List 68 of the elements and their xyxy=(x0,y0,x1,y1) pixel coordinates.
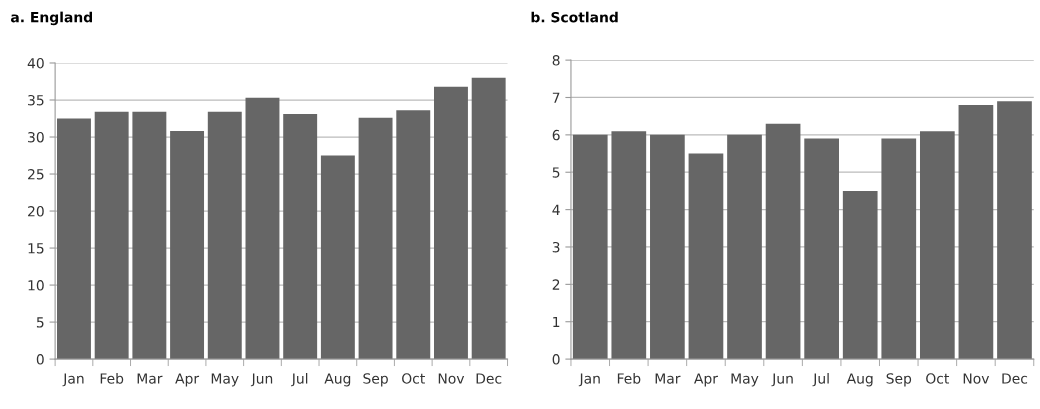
y-tick-label: 15 xyxy=(28,243,44,254)
bar xyxy=(320,155,355,360)
x-tick-label: May xyxy=(731,373,759,387)
y-tick-label: 25 xyxy=(28,169,44,180)
y-tick-label: 5 xyxy=(36,317,44,328)
x-tick-label: Nov xyxy=(963,373,990,384)
bar xyxy=(572,134,608,360)
bar xyxy=(245,97,280,360)
x-tick-label: Sep xyxy=(886,373,912,387)
x-tick-label: Jun xyxy=(250,373,273,387)
bar xyxy=(434,86,468,360)
bar xyxy=(283,114,318,360)
y-tick-label: 6 xyxy=(552,129,560,141)
bar xyxy=(919,131,955,360)
bar xyxy=(132,111,167,360)
x-tick-label: Jul xyxy=(812,372,829,387)
x-tick-label: Feb xyxy=(617,372,641,384)
x-tick-label: Mar xyxy=(655,373,681,384)
y-tick-label: 10 xyxy=(28,280,44,291)
y-tick-label: 1 xyxy=(553,316,560,328)
y-tick-label: 8 xyxy=(552,55,560,66)
bar xyxy=(170,131,205,360)
bar xyxy=(765,123,801,360)
y-tick-label: 5 xyxy=(552,167,560,178)
y-tick-label: 40 xyxy=(27,57,44,69)
bar xyxy=(881,138,917,360)
x-tick-label: Jan xyxy=(578,373,600,387)
bar xyxy=(207,111,242,360)
x-tick-label: Dec xyxy=(1002,373,1028,384)
x-tick-label: Jan xyxy=(62,373,84,387)
y-tick-label: 30 xyxy=(28,131,44,143)
y-tick-label: 0 xyxy=(36,354,44,365)
y-tick-label: 4 xyxy=(552,204,560,215)
bar xyxy=(958,104,994,360)
bar xyxy=(804,138,839,360)
x-tick-label: Feb xyxy=(100,372,124,384)
bar xyxy=(650,134,685,360)
chart-title: a. England xyxy=(11,11,92,26)
bar xyxy=(997,101,1032,360)
bar xyxy=(57,118,91,360)
y-tick-label: 35 xyxy=(28,94,44,106)
bar xyxy=(358,117,393,360)
x-tick-label: May xyxy=(211,373,239,387)
bar xyxy=(727,134,762,360)
bar xyxy=(688,153,724,360)
bar xyxy=(94,111,129,360)
y-tick-label: 20 xyxy=(28,206,44,217)
y-tick-label: 0 xyxy=(552,354,560,365)
y-tick-label: 7 xyxy=(552,92,560,103)
bar xyxy=(611,131,647,360)
chart-title: b. Scotland xyxy=(531,11,618,23)
x-tick-label: Apr xyxy=(175,373,200,387)
x-tick-label: Nov xyxy=(438,373,465,384)
bar xyxy=(471,77,506,360)
bar xyxy=(842,190,878,360)
x-tick-label: Jun xyxy=(771,373,793,387)
x-tick-label: Sep xyxy=(363,373,388,387)
x-tick-label: Oct xyxy=(926,373,950,384)
x-tick-label: Mar xyxy=(137,373,163,384)
y-tick-label: 2 xyxy=(552,279,560,290)
x-tick-label: Aug xyxy=(324,373,351,387)
bar xyxy=(396,110,431,360)
x-tick-label: Jul xyxy=(291,372,308,387)
x-tick-label: Apr xyxy=(694,373,718,387)
y-tick-label: 3 xyxy=(552,241,560,253)
x-tick-label: Oct xyxy=(402,373,425,384)
x-tick-label: Dec xyxy=(476,373,502,384)
x-tick-label: Aug xyxy=(846,373,873,387)
